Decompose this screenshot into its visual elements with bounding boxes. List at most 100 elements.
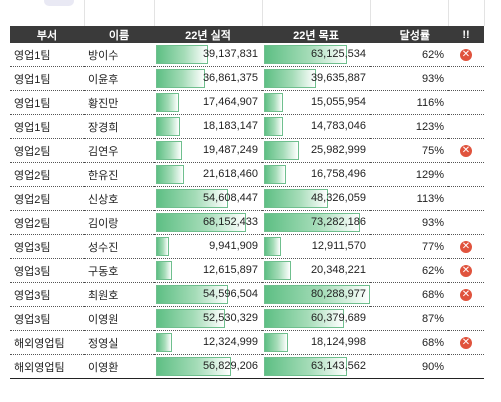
cell-alert[interactable]: ✕ <box>448 282 484 307</box>
cell-alert[interactable]: ✕ <box>448 234 484 259</box>
cell-alert[interactable] <box>448 66 484 91</box>
cell-dept[interactable]: 영업3팀 <box>10 234 84 259</box>
cell-dept[interactable]: 해외영업팀 <box>10 354 84 379</box>
cell-alert[interactable] <box>448 90 484 115</box>
cell-alert[interactable]: ✕ <box>448 138 484 163</box>
header-target[interactable]: 22년 목표 <box>262 26 370 43</box>
cell-rate[interactable]: 90% <box>370 354 448 379</box>
cell-dept[interactable]: 영업1팀 <box>10 90 84 115</box>
cell-target[interactable]: 80,288,977 <box>262 282 370 307</box>
cell-alert[interactable] <box>448 162 484 187</box>
cell-rate[interactable]: 62% <box>370 258 448 283</box>
cell-alert[interactable] <box>448 186 484 211</box>
cell-target[interactable]: 73,282,186 <box>262 210 370 235</box>
cell-name[interactable]: 김이랑 <box>84 210 154 235</box>
cell-rate[interactable]: 77% <box>370 234 448 259</box>
cell-dept[interactable]: 영업2팀 <box>10 138 84 163</box>
cell-dept[interactable]: 영업2팀 <box>10 162 84 187</box>
target-data-bar <box>264 261 291 280</box>
header-name[interactable]: 이름 <box>84 26 154 43</box>
cell-name[interactable]: 구동호 <box>84 258 154 283</box>
cell-actual[interactable]: 18,183,147 <box>154 114 262 139</box>
cell-dept[interactable]: 영업2팀 <box>10 210 84 235</box>
cell-actual[interactable]: 54,596,504 <box>154 282 262 307</box>
cell-name[interactable]: 최원호 <box>84 282 154 307</box>
cell-actual[interactable]: 21,618,460 <box>154 162 262 187</box>
cell-actual[interactable]: 12,615,897 <box>154 258 262 283</box>
cell-target[interactable]: 63,125,534 <box>262 43 370 67</box>
cell-target[interactable]: 15,055,954 <box>262 90 370 115</box>
header-actual[interactable]: 22년 실적 <box>154 26 262 43</box>
cell-name[interactable]: 성수진 <box>84 234 154 259</box>
table-row: 해외영업팀 정영실 12,324,999 18,124,998 68% ✕ <box>10 330 484 355</box>
cell-rate[interactable]: 68% <box>370 282 448 307</box>
cell-alert[interactable] <box>448 306 484 331</box>
cell-name[interactable]: 한유진 <box>84 162 154 187</box>
cell-target[interactable]: 63,143,562 <box>262 354 370 379</box>
cell-dept[interactable]: 영업2팀 <box>10 186 84 211</box>
cell-name[interactable]: 이윤후 <box>84 66 154 91</box>
cell-actual[interactable]: 68,152,433 <box>154 210 262 235</box>
cell-name[interactable]: 이영원 <box>84 306 154 331</box>
cell-target[interactable]: 16,758,496 <box>262 162 370 187</box>
cell-dept[interactable]: 영업1팀 <box>10 66 84 91</box>
cell-actual[interactable]: 19,487,249 <box>154 138 262 163</box>
cell-dept[interactable]: 영업1팀 <box>10 43 84 67</box>
header-dept[interactable]: 부서 <box>10 26 84 43</box>
selection-handle[interactable] <box>44 0 74 6</box>
cell-name[interactable]: 이영환 <box>84 354 154 379</box>
cell-name[interactable]: 방이수 <box>84 43 154 67</box>
cell-actual[interactable]: 17,464,907 <box>154 90 262 115</box>
cell-rate[interactable]: 87% <box>370 306 448 331</box>
cell-name[interactable]: 황진만 <box>84 90 154 115</box>
cell-alert[interactable]: ✕ <box>448 258 484 283</box>
cell-rate[interactable]: 116% <box>370 90 448 115</box>
cell-rate[interactable]: 62% <box>370 43 448 67</box>
cell-actual[interactable]: 36,861,375 <box>154 66 262 91</box>
target-data-bar <box>264 309 344 328</box>
cell-dept[interactable]: 영업3팀 <box>10 282 84 307</box>
cell-dept[interactable]: 영업3팀 <box>10 306 84 331</box>
cell-rate[interactable]: 93% <box>370 210 448 235</box>
cell-actual[interactable]: 12,324,999 <box>154 330 262 355</box>
cell-target[interactable]: 20,348,221 <box>262 258 370 283</box>
cell-dept[interactable]: 영업3팀 <box>10 258 84 283</box>
cell-target[interactable]: 18,124,998 <box>262 330 370 355</box>
cell-rate[interactable]: 129% <box>370 162 448 187</box>
cell-target[interactable]: 48,326,059 <box>262 186 370 211</box>
cell-alert[interactable]: ✕ <box>448 43 484 67</box>
cell-target[interactable]: 25,982,999 <box>262 138 370 163</box>
header-rate[interactable]: 달성률 <box>370 26 448 43</box>
cell-actual[interactable]: 56,829,206 <box>154 354 262 379</box>
cell-name[interactable]: 정영실 <box>84 330 154 355</box>
cell-actual[interactable]: 39,137,831 <box>154 43 262 67</box>
cell-target[interactable]: 14,783,046 <box>262 114 370 139</box>
cell-target[interactable]: 12,911,570 <box>262 234 370 259</box>
table-row: 영업1팀 이윤후 36,861,375 39,635,887 93% <box>10 66 484 91</box>
cell-rate[interactable]: 75% <box>370 138 448 163</box>
table-row: 영업3팀 성수진 9,941,909 12,911,570 77% ✕ <box>10 234 484 259</box>
cell-name[interactable]: 장경희 <box>84 114 154 139</box>
cell-alert[interactable] <box>448 114 484 139</box>
cell-actual[interactable]: 52,530,329 <box>154 306 262 331</box>
cell-target[interactable]: 39,635,887 <box>262 66 370 91</box>
cell-alert[interactable]: ✕ <box>448 330 484 355</box>
cell-rate[interactable]: 93% <box>370 66 448 91</box>
x-circle-icon: ✕ <box>460 49 472 61</box>
cell-name[interactable]: 김연우 <box>84 138 154 163</box>
cell-rate[interactable]: 113% <box>370 186 448 211</box>
grid-line <box>262 0 263 26</box>
cell-alert[interactable] <box>448 210 484 235</box>
target-value: 60,379,689 <box>310 312 366 324</box>
cell-alert[interactable] <box>448 354 484 379</box>
header-alert[interactable]: !! <box>448 26 484 43</box>
cell-target[interactable]: 60,379,689 <box>262 306 370 331</box>
cell-dept[interactable]: 영업1팀 <box>10 114 84 139</box>
cell-rate[interactable]: 68% <box>370 330 448 355</box>
cell-actual[interactable]: 54,608,447 <box>154 186 262 211</box>
cell-dept[interactable]: 해외영업팀 <box>10 330 84 355</box>
target-data-bar <box>264 117 284 136</box>
cell-actual[interactable]: 9,941,909 <box>154 234 262 259</box>
cell-name[interactable]: 신상호 <box>84 186 154 211</box>
cell-rate[interactable]: 123% <box>370 114 448 139</box>
